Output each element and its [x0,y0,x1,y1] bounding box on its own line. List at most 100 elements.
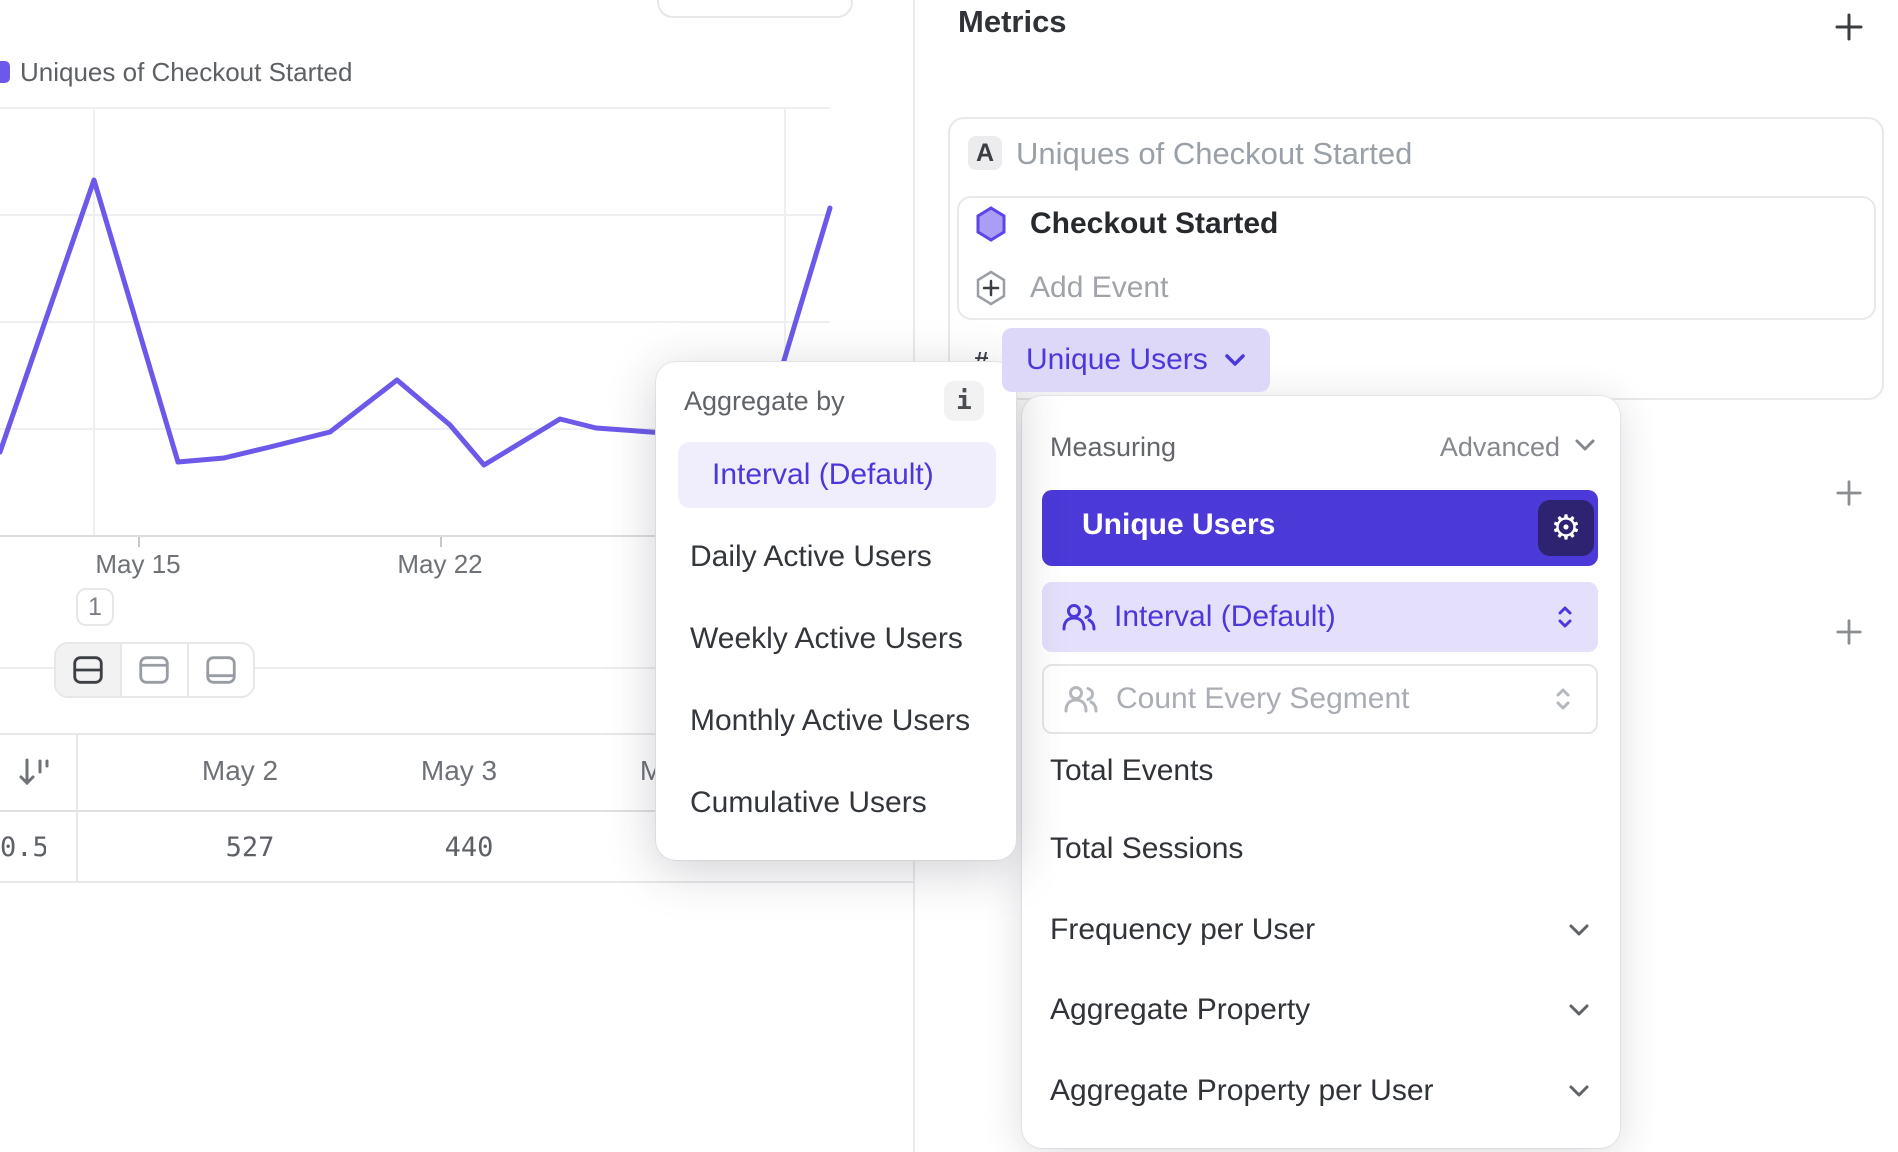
selected-measure-label: Unique Users [1082,508,1276,541]
measuring-option-label: Total Events [1050,754,1214,787]
add-section-button[interactable] [1834,617,1864,647]
x-axis-tick [138,537,140,547]
sort-icon [19,758,49,786]
aggregate-option-label: Interval (Default) [712,458,934,491]
metric-card-title: Uniques of Checkout Started [1016,136,1413,171]
bottom-panel-icon [206,656,236,684]
event-row[interactable]: Checkout Started [976,206,1278,242]
add-event-button[interactable]: Add Event [976,270,1168,306]
info-button[interactable]: i [944,381,984,421]
table-column-header[interactable]: May 3 [420,755,498,786]
measuring-title: Measuring [1050,432,1177,462]
table-top-border [0,733,914,735]
measuring-option-aggregate-property-per-user[interactable]: Aggregate Property per User [1022,1058,1620,1124]
measure-settings-button[interactable]: ⚙ [1538,500,1594,556]
advanced-chevron-icon[interactable] [1574,438,1596,452]
chart-legend[interactable]: Uniques of Checkout Started [0,56,353,87]
table-cell-value: 440 [444,832,494,863]
plus-icon [1835,13,1863,41]
metric-letter: A [975,138,995,167]
aggregate-option-monthly-active-users[interactable]: Monthly Active Users [656,688,1016,754]
line-chart [0,177,833,468]
layout-toggle-group [54,642,255,698]
measuring-option-label: Aggregate Property per User [1050,1074,1434,1107]
measuring-option-label: Total Sessions [1050,832,1244,865]
chevron-down-icon [1225,354,1245,366]
section-divider [0,667,914,669]
aggregate-option-weekly-active-users[interactable]: Weekly Active Users [656,606,1016,672]
layout-top-panel-button[interactable] [122,644,189,696]
table-cell-value: 527 [225,832,275,863]
measuring-option-aggregate-property[interactable]: Aggregate Property [1022,977,1620,1043]
measuring-option-label: Aggregate Property [1050,993,1311,1026]
table-column-header[interactable]: May 2 [201,755,279,786]
measuring-option-label: Frequency per User [1050,913,1316,946]
add-section-button[interactable] [1834,478,1864,508]
count-every-segment-label: Count Every Segment [1116,682,1410,715]
gridline [93,107,95,536]
toolbar-button-partial[interactable] [657,0,853,18]
measure-chip-label: Unique Users [1026,343,1208,376]
gear-icon: ⚙ [1550,509,1582,547]
event-hexagon-icon [976,206,1006,242]
legend-swatch-icon [0,61,10,83]
x-axis-line [0,535,832,537]
table-column-divider [76,733,78,881]
event-card[interactable] [957,196,1876,320]
users-icon [1062,603,1096,631]
info-icon: i [956,386,972,416]
chevron-down-icon [1568,1003,1590,1017]
x-axis-tick [440,537,442,547]
gridline [0,214,830,216]
x-axis-label: May 15 [95,549,181,579]
table-header-border [0,810,914,812]
measuring-option-unique-users[interactable]: Unique Users ⚙ [1042,490,1598,566]
x-axis-label: May 22 [397,549,483,579]
table-bottom-border [0,881,914,883]
add-event-hexagon-icon [976,270,1006,306]
measuring-count-every-segment-select[interactable]: Count Every Segment [1042,664,1598,734]
gridline [784,107,786,536]
measuring-option-frequency-per-user[interactable]: Frequency per User [1022,897,1620,963]
add-event-label: Add Event [1030,271,1169,304]
interval-select-label: Interval (Default) [1114,600,1336,633]
aggregate-option-interval-default-[interactable]: Interval (Default) [678,442,996,508]
layout-bottom-panel-button[interactable] [188,644,253,696]
legend-label: Uniques of Checkout Started [20,56,353,87]
plus-icon [1836,619,1862,645]
measuring-option-total-events[interactable]: Total Events [1022,738,1620,804]
aggregate-by-dropdown-panel: Aggregate by i Interval (Default) Daily A… [656,362,1016,860]
gridline [0,321,830,323]
measuring-dropdown-panel: Measuring Advanced Unique Users ⚙ [1022,396,1620,1148]
measure-chip-button[interactable]: Unique Users [1002,328,1270,392]
aggregate-option-label: Daily Active Users [690,540,932,573]
aggregate-option-daily-active-users[interactable]: Daily Active Users [656,524,1016,590]
top-panel-icon [139,656,170,684]
measuring-interval-select[interactable]: Interval (Default) [1042,582,1598,652]
users-icon [1064,685,1098,713]
advanced-toggle[interactable]: Advanced [1439,432,1560,462]
aggregate-by-title: Aggregate by [684,386,845,416]
event-name: Checkout Started [1030,207,1279,240]
updown-chevrons-icon [1554,686,1572,712]
chevron-down-icon [1568,1084,1590,1098]
plus-icon [1836,480,1862,506]
aggregate-option-label: Monthly Active Users [690,704,971,737]
gridline [0,107,830,109]
metric-letter-badge: A [968,136,1002,170]
table-sort-button[interactable] [18,754,52,790]
aggregate-option-label: Weekly Active Users [690,622,963,655]
layout-split-horizontal-button[interactable] [56,644,123,696]
split-horizontal-icon [73,656,103,684]
table-row-label: 0.5 [0,832,46,863]
chevron-down-icon [1568,923,1590,937]
metrics-section-title: Metrics [958,4,1067,39]
updown-chevrons-icon [1556,604,1574,630]
gridline [0,428,830,430]
aggregate-option-cumulative-users[interactable]: Cumulative Users [656,770,1016,836]
pagination-page-button[interactable]: 1 [76,588,114,626]
measuring-option-total-sessions[interactable]: Total Sessions [1022,816,1620,882]
add-metric-button[interactable] [1834,12,1864,42]
page-number: 1 [88,592,102,621]
